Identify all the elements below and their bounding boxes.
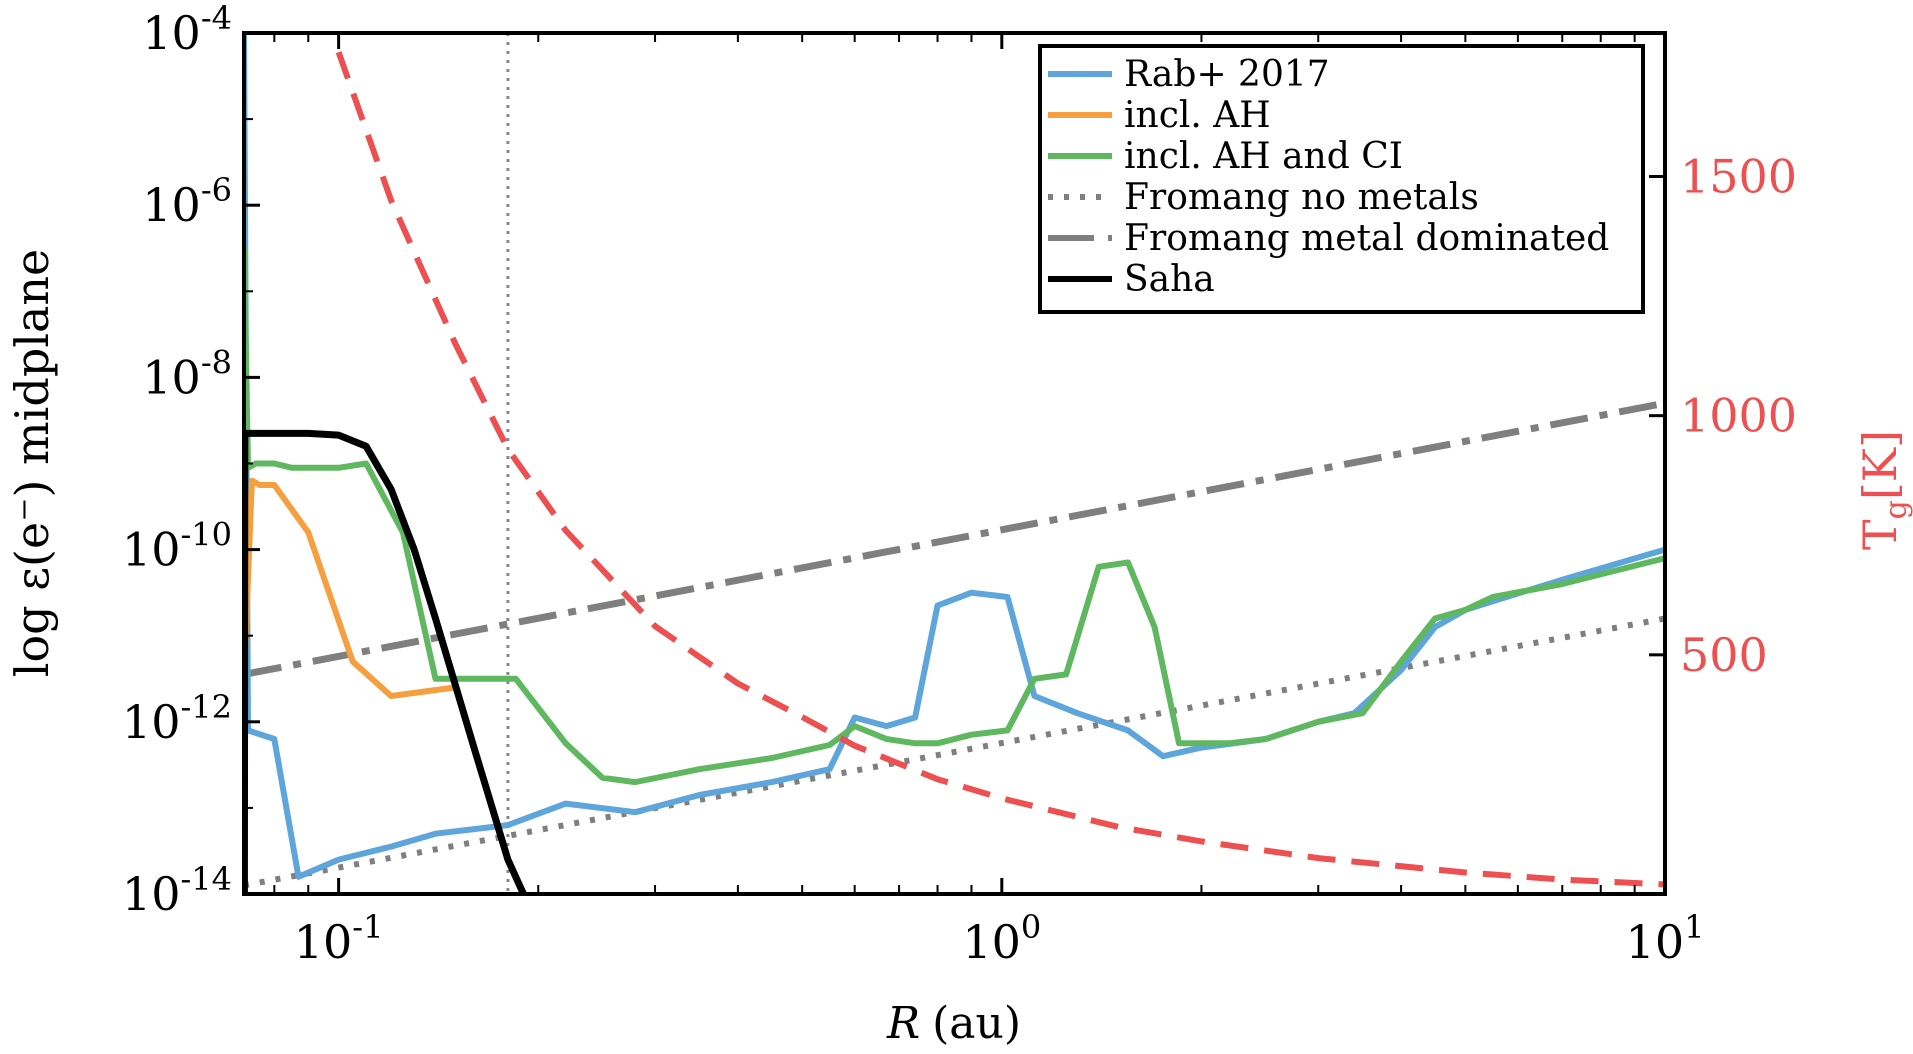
legend-label-rab: Rab+ 2017 (1124, 54, 1330, 95)
x-tick-label-base: 10 (962, 915, 1021, 969)
y-tick-label-exp: -10 (180, 516, 232, 554)
y-tick-label-exp: -4 (201, 0, 232, 37)
series-layer (244, 33, 1665, 894)
x-tick-label: 100 (962, 908, 1041, 969)
y-tick-label: 10-12 (122, 688, 232, 749)
legend-label-ahci: incl. AH and CI (1124, 136, 1403, 177)
legend-box (1038, 44, 1645, 314)
series-line-temp (335, 51, 1665, 888)
y-tick-label-base: 10 (142, 6, 201, 60)
y-tick-label-base: 10 (122, 695, 181, 749)
y2-axis-label-main: T (1853, 519, 1907, 550)
y-tick-label: 10-6 (142, 171, 232, 232)
ticks-layer (244, 31, 1667, 896)
y-tick-label-exp: -8 (201, 343, 232, 381)
legend-label-saha: Saha (1124, 259, 1215, 300)
y-tick-label: 10-4 (142, 0, 232, 60)
series-line-ah (244, 477, 456, 699)
y2-tick-label: 1000 (1680, 389, 1797, 443)
y-tick-label-exp: -14 (180, 860, 232, 898)
y2-tick-label: 1500 (1680, 150, 1797, 204)
legend-label-ah: incl. AH (1124, 95, 1271, 136)
y2-tick-label: 500 (1680, 628, 1768, 682)
y-tick-label: 10-14 (122, 860, 232, 921)
x-tick-label-base: 10 (294, 915, 353, 969)
x-tick-label: 101 (1626, 908, 1705, 969)
x-tick-label-exp: 1 (1684, 908, 1704, 946)
y2-axis-label: Tg[K] (1853, 430, 1913, 550)
y-tick-label-exp: -6 (201, 171, 232, 209)
y-axis-label: log ε(e⁻) midplane (5, 249, 59, 678)
x-axis-label-unit: (au) (932, 998, 1021, 1049)
y-tick-label-base: 10 (122, 867, 181, 921)
x-tick-label: 10-1 (294, 908, 384, 969)
x-tick-label-base: 10 (1626, 915, 1685, 969)
series-line-fromang_metal (244, 399, 1665, 678)
x-axis-label-var: R (886, 998, 920, 1049)
legend-label-fromang_metal: Fromang metal dominated (1124, 218, 1609, 259)
y-tick-label: 10-8 (142, 343, 232, 404)
x-tick-label-exp: -1 (352, 908, 383, 946)
legend-label-fromang_no: Fromang no metals (1124, 177, 1479, 218)
y-tick-label-base: 10 (122, 523, 181, 577)
y-tick-label-exp: -12 (180, 688, 232, 726)
series-line-ahci (244, 248, 1665, 786)
series-line-saha (244, 429, 527, 894)
y2-axis-label-sub: g (1879, 500, 1913, 519)
x-tick-label-exp: 0 (1021, 908, 1041, 946)
labels-layer: 10-1 100 10110-1410-1210-1010-810-610-4500… (122, 0, 1797, 969)
x-axis-label: R (au) (886, 998, 1021, 1049)
series-line-fromang_no (244, 615, 1665, 889)
y-tick-label-base: 10 (142, 350, 201, 404)
y2-axis-label-unit: [K] (1853, 430, 1907, 500)
y-tick-label-base: 10 (142, 178, 201, 232)
y-tick-label: 10-10 (122, 516, 232, 577)
